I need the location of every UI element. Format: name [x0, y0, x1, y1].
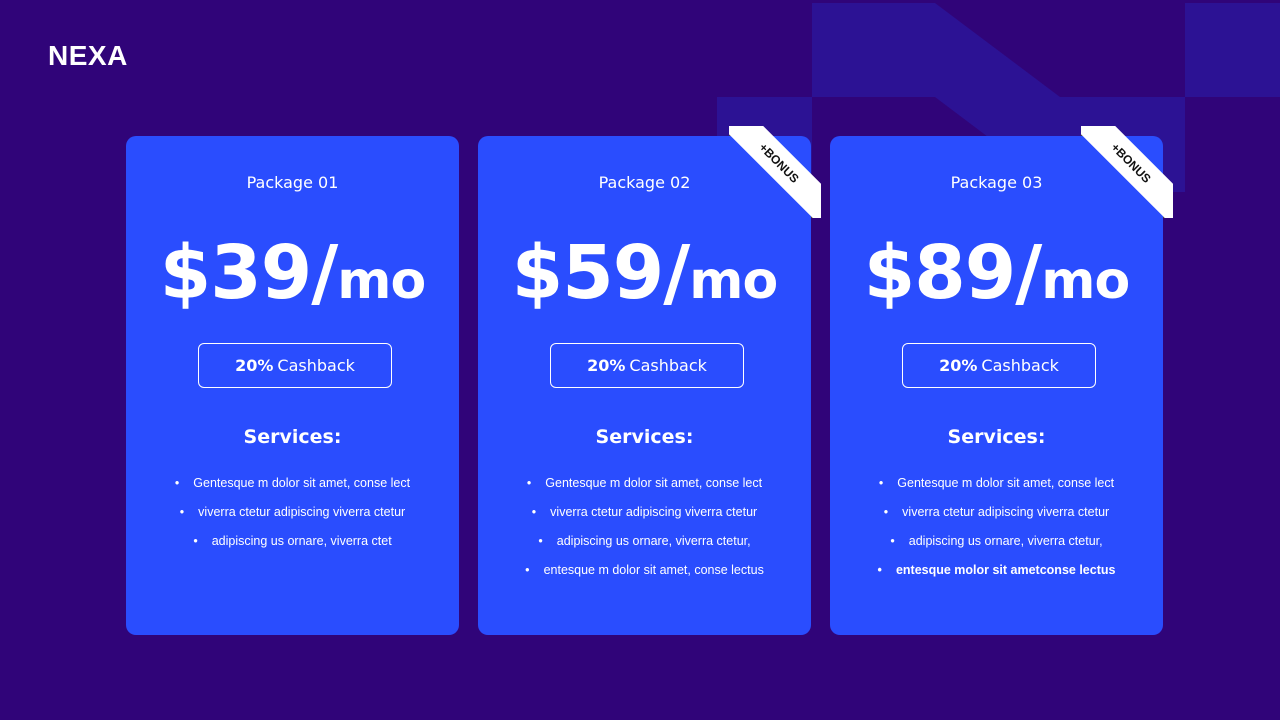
service-item: entesque m dolor sit amet, conse lectus — [478, 560, 811, 589]
cashback-label: Cashback — [277, 356, 355, 375]
services-heading: Services: — [243, 426, 342, 448]
cashback-percent: 20% — [235, 356, 274, 375]
services-heading: Services: — [947, 426, 1046, 448]
brand-logo: NEXA — [48, 40, 128, 71]
package-title: Package 01 — [246, 173, 339, 192]
price-amount: $59/ — [511, 230, 690, 316]
services-list: Gentesque m dolor sit amet, conse lectvi… — [478, 473, 811, 589]
price-unit: mo — [337, 251, 426, 311]
service-item: Gentesque m dolor sit amet, conse lect — [830, 473, 1163, 502]
service-item: Gentesque m dolor sit amet, conse lect — [126, 473, 459, 502]
pricing-card-1: Package 01 $39/mo 20% Cashback Services: … — [126, 136, 459, 635]
price: $59/mo — [478, 236, 811, 310]
package-title: Package 03 — [950, 173, 1043, 192]
price-unit: mo — [689, 251, 778, 311]
package-title: Package 02 — [598, 173, 691, 192]
price: $39/mo — [126, 236, 459, 310]
service-item: viverra ctetur adipiscing viverra ctetur — [126, 502, 459, 531]
service-item: viverra ctetur adipiscing viverra ctetur — [478, 502, 811, 531]
services-list: Gentesque m dolor sit amet, conse lectvi… — [830, 473, 1163, 589]
price-unit: mo — [1041, 251, 1130, 311]
service-item: adipiscing us ornare, viverra ctetur, — [830, 531, 1163, 560]
bonus-ribbon: +BONUS — [1081, 126, 1173, 218]
cashback-label: Cashback — [981, 356, 1059, 375]
pricing-card-2: Package 02 $59/mo 20% Cashback Services: … — [478, 126, 821, 635]
services-list: Gentesque m dolor sit amet, conse lectvi… — [126, 473, 459, 560]
bonus-ribbon: +BONUS — [729, 126, 821, 218]
cashback-button[interactable]: 20% Cashback — [198, 343, 392, 388]
cashback-label: Cashback — [629, 356, 707, 375]
cashback-button[interactable]: 20% Cashback — [550, 343, 744, 388]
cashback-percent: 20% — [939, 356, 978, 375]
service-item: viverra ctetur adipiscing viverra ctetur — [830, 502, 1163, 531]
cashback-button[interactable]: 20% Cashback — [902, 343, 1096, 388]
cashback-percent: 20% — [587, 356, 626, 375]
bonus-label: +BONUS — [1081, 126, 1173, 218]
price-amount: $39/ — [159, 230, 338, 316]
service-item: entesque molor sit ametconse lectus — [830, 560, 1163, 589]
pricing-card-3: Package 03 $89/mo 20% Cashback Services: … — [830, 126, 1173, 635]
service-item: adipiscing us ornare, viverra ctetur, — [478, 531, 811, 560]
bonus-label: +BONUS — [729, 126, 821, 218]
price-amount: $89/ — [863, 230, 1042, 316]
price: $89/mo — [830, 236, 1163, 310]
service-item: Gentesque m dolor sit amet, conse lect — [478, 473, 811, 502]
service-item: adipiscing us ornare, viverra ctet — [126, 531, 459, 560]
services-heading: Services: — [595, 426, 694, 448]
